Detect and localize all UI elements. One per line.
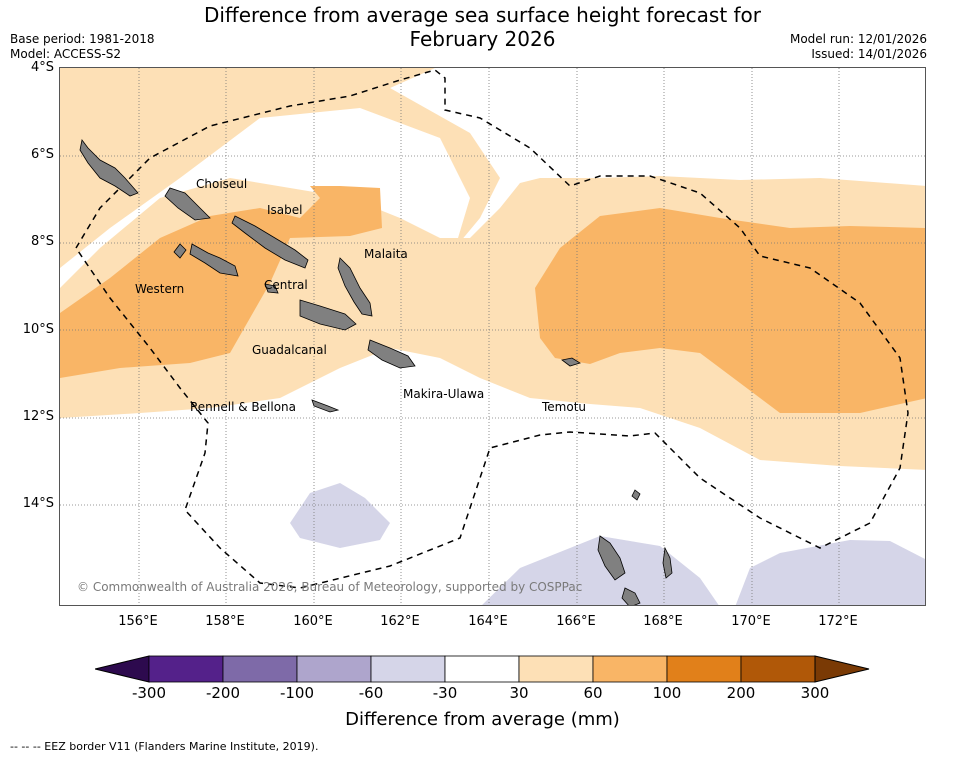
island-guadalcanal — [299, 299, 357, 331]
island-isabel — [231, 215, 309, 269]
chart-title: Difference from average sea surface heig… — [0, 3, 965, 51]
lon-label-172e: 172°E — [818, 614, 858, 629]
colorbar-seg-7 — [592, 655, 668, 683]
cb-tick-neg200: -200 — [205, 684, 241, 702]
lon-label-166e: 166°E — [556, 614, 596, 629]
cb-tick-300: 300 — [800, 684, 830, 702]
eez-border — [75, 69, 909, 589]
island-temotu-nendo — [561, 357, 581, 367]
island-choiseul — [79, 139, 139, 197]
meta-left: Base period: 1981-2018 Model: ACCESS-S2 — [10, 32, 155, 62]
lon-label-168e: 168°E — [643, 614, 683, 629]
place-makira-ulawa: Makira-Ulawa — [403, 387, 485, 401]
lat-label-8s: 8°S — [30, 234, 54, 249]
place-isabel: Isabel — [267, 203, 303, 217]
place-central: Central — [264, 278, 308, 292]
title-line-2: February 2026 — [409, 27, 556, 51]
lat-label-4s: 4°S — [30, 60, 54, 75]
cb-tick-neg100: -100 — [279, 684, 315, 702]
island-vanuatu-malekula — [621, 587, 641, 605]
cb-tick-30: 30 — [509, 684, 529, 702]
issued-date: Issued: 14/01/2026 — [811, 47, 927, 61]
colorbar-seg-6 — [518, 655, 594, 683]
island-russell — [264, 283, 279, 294]
colorbar-seg-4 — [370, 655, 446, 683]
colorbar-extend-low — [95, 655, 150, 683]
place-western: Western — [135, 282, 185, 296]
title-line-1: Difference from average sea surface heig… — [203, 3, 762, 27]
shade-neg-30-60-southeast — [735, 540, 925, 605]
shade-60-100-west — [60, 186, 382, 378]
island-new-georgia — [189, 243, 239, 277]
colorbar-seg-5 — [444, 655, 520, 683]
place-temotu: Temotu — [542, 400, 587, 414]
lat-label-14s: 14°S — [22, 496, 54, 511]
model-name: Model: ACCESS-S2 — [10, 47, 122, 61]
colorbar-seg-1 — [148, 655, 224, 683]
colorbar — [95, 655, 870, 683]
island-kolombangara — [164, 187, 211, 221]
lat-label-6s: 6°S — [30, 147, 54, 162]
shade-30-60-north — [60, 68, 500, 268]
place-guadalcanal: Guadalcanal — [252, 343, 327, 357]
meta-right: Model run: 12/01/2026 Issued: 14/01/2026 — [790, 32, 927, 62]
lon-label-160e: 160°E — [293, 614, 333, 629]
copyright-notice: © Commonwealth of Australia 2026, Bureau… — [77, 580, 583, 594]
colorbar-title: Difference from average (mm) — [345, 709, 620, 730]
shade-neg-30-60-south — [482, 536, 719, 605]
island-rennell — [311, 399, 340, 413]
cb-tick-neg30: -30 — [432, 684, 458, 702]
map-panel — [59, 67, 926, 606]
cb-tick-100: 100 — [652, 684, 682, 702]
colorbar-extend-high — [814, 655, 870, 683]
base-period: Base period: 1981-2018 — [10, 32, 155, 46]
lon-label-164e: 164°E — [468, 614, 508, 629]
lon-label-158e: 158°E — [205, 614, 245, 629]
colorbar-seg-3 — [296, 655, 372, 683]
lon-label-170e: 170°E — [731, 614, 771, 629]
island-banks — [631, 489, 641, 501]
place-choiseul: Choiseul — [196, 177, 248, 191]
island-vanuatu-maewo — [662, 546, 673, 579]
island-malaita — [337, 257, 373, 317]
island-vanuatu-espiritu — [597, 535, 626, 581]
model-run: Model run: 12/01/2026 — [789, 32, 927, 46]
map-canvas — [60, 68, 925, 605]
lat-label-10s: 10°S — [22, 322, 54, 337]
eez-legend-note: -- -- -- EEZ border V11 (Flanders Marine… — [10, 740, 319, 753]
colorbar-seg-8 — [666, 655, 742, 683]
graticule — [60, 68, 925, 605]
cb-tick-neg300: -300 — [131, 684, 167, 702]
cb-tick-200: 200 — [726, 684, 756, 702]
place-rennell-bellona: Rennell & Bellona — [190, 400, 297, 414]
colorbar-seg-9 — [740, 655, 816, 683]
lat-label-12s: 12°S — [22, 409, 54, 424]
lon-label-162e: 162°E — [380, 614, 420, 629]
shade-neg-30-60-center — [290, 483, 390, 548]
island-makira — [367, 339, 416, 369]
shade-60-100-east — [535, 208, 925, 413]
cb-tick-60: 60 — [583, 684, 603, 702]
island-vella — [173, 243, 187, 259]
land — [79, 139, 673, 605]
colorbar-seg-2 — [222, 655, 298, 683]
place-malaita: Malaita — [364, 247, 408, 261]
cb-tick-neg60: -60 — [358, 684, 384, 702]
lon-label-156e: 156°E — [118, 614, 158, 629]
